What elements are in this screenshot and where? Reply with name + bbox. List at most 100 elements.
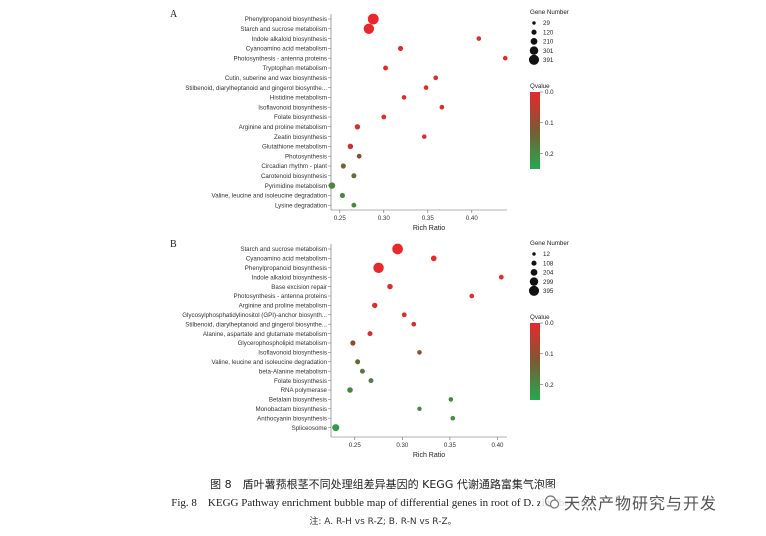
- data-point: [347, 143, 354, 150]
- y-tick-label: Cyanoamino acid metabolism: [246, 256, 327, 263]
- y-tick-label: Arginine and proline metabolism: [239, 303, 327, 310]
- data-point: [392, 243, 403, 255]
- x-axis-title: Rich Ratio: [413, 452, 445, 459]
- y-tick-label: Folate biosynthesis: [274, 114, 327, 121]
- x-tick-label: 0.35: [422, 215, 435, 222]
- data-point: [368, 378, 374, 384]
- y-tick-label: Stilbenoid, diarylheptanoid and gingerol…: [185, 321, 327, 328]
- panel-b: B 0.25 0.30 0.35 0.40 Rich Ratio Starch and su…: [170, 239, 569, 459]
- y-tick-label: Glycerophospholipid metabolism: [238, 340, 327, 347]
- data-point: [433, 75, 439, 81]
- y-tick-label: Cyanoamino acid metabolism: [246, 46, 327, 53]
- y-tick-label: Cutin, suberine and wax biosynthesis: [225, 75, 327, 82]
- size-legend-dot: [530, 269, 538, 276]
- y-tick-label: Valine, leucine and isoleucine degradati…: [212, 193, 328, 200]
- wechat-logo-icon: [544, 495, 560, 509]
- x-tick-label: 0.25: [349, 442, 362, 449]
- y-tick-label: RNA polymerase: [281, 387, 328, 394]
- data-point: [422, 134, 427, 139]
- size-legend-label: 210: [543, 39, 554, 46]
- figure-caption-english: Fig. 8 KEGG Pathway enrichment bubble ma…: [171, 497, 595, 509]
- size-legend-label: 204: [543, 270, 554, 277]
- x-tick-label: 0.35: [444, 442, 457, 449]
- data-point: [383, 65, 389, 71]
- panel-label: B: [170, 239, 177, 250]
- data-point: [332, 424, 340, 432]
- y-tick-label: Isoflavonoid biosynthesis: [258, 350, 327, 357]
- data-point: [351, 173, 357, 179]
- data-point: [439, 104, 445, 110]
- size-legend-title: Gene Number: [530, 240, 569, 247]
- y-tick-label: Pyrimidine metabolism: [265, 183, 327, 190]
- size-legend-label: 391: [543, 57, 554, 64]
- size-legend-label: 120: [543, 29, 554, 36]
- color-legend-label: 0.1: [545, 351, 554, 358]
- data-point: [372, 302, 378, 309]
- data-point: [401, 95, 407, 100]
- y-tick-label: Anthocyanin biosynthesis: [257, 415, 327, 422]
- y-tick-label: Alanine, aspartate and glutamate metabol…: [203, 331, 327, 338]
- color-legend-bar: [530, 323, 540, 400]
- y-tick-label: Zeatin biosynthesis: [274, 134, 327, 141]
- y-tick-label: Betalain biosynthesis: [269, 397, 327, 404]
- size-legend-dot: [529, 277, 539, 286]
- size-legend-dot: [532, 21, 536, 25]
- y-tick-label: Phenylpropanoid biosynthesis: [245, 265, 327, 272]
- watermark-text: 天然产物研究与开发: [564, 494, 718, 513]
- y-tick-label: Base excision repair: [271, 284, 327, 291]
- size-legend-label: 12: [543, 251, 550, 258]
- y-tick-label: Glycosylphosphatidylinositol (GPI)-ancho…: [182, 312, 327, 319]
- figure-note: 注: A. R-H vs R-Z; B. R-N vs R-Z。: [309, 517, 457, 527]
- color-legend-label: 0.0: [545, 89, 554, 96]
- data-point: [502, 55, 508, 61]
- data-point: [430, 255, 437, 262]
- data-point: [328, 182, 336, 189]
- size-legend-label: 108: [543, 260, 554, 267]
- data-point: [354, 124, 361, 130]
- y-tick-label: Valine, leucine and isoleucine degradati…: [212, 359, 328, 366]
- y-tick-label: Monobactam biosynthesis: [255, 406, 327, 413]
- data-point: [417, 350, 422, 355]
- size-legend-dot: [532, 252, 536, 256]
- size-legend-dot: [531, 29, 537, 35]
- x-tick-label: 0.40: [491, 442, 504, 449]
- data-point: [411, 321, 417, 327]
- color-legend-label: 0.2: [545, 151, 554, 158]
- size-legend-dot: [529, 46, 539, 55]
- y-tick-label: Glutathione metabolism: [262, 144, 327, 151]
- color-legend-label: 0.0: [545, 320, 554, 327]
- color-legend-label: 0.2: [545, 382, 554, 389]
- data-point: [350, 340, 356, 346]
- y-tick-label: Tryptophan metabolism: [263, 65, 327, 72]
- data-point: [423, 85, 429, 90]
- data-point: [351, 202, 357, 208]
- y-tick-label: Indole alkaloid biosynthesis: [252, 36, 327, 43]
- data-point: [476, 36, 482, 41]
- data-point: [356, 153, 362, 159]
- y-tick-label: beta-Alanine metabolism: [259, 368, 327, 375]
- data-point: [339, 192, 346, 198]
- size-legend-label: 29: [543, 20, 550, 27]
- x-tick-label: 0.30: [396, 442, 409, 449]
- data-point: [387, 283, 393, 290]
- size-legend-label: 299: [543, 279, 554, 286]
- panel-label: A: [170, 9, 178, 20]
- panel-a: A 0.25 0.30 0.35 0.40 Rich Ratio Phenylpropano…: [170, 9, 569, 232]
- data-point: [469, 293, 475, 299]
- color-legend-title: Qvalue: [530, 83, 550, 90]
- data-point: [417, 406, 422, 412]
- y-tick-label: Isoflavonoid biosynthesis: [258, 104, 327, 111]
- x-tick-label: 0.30: [378, 215, 391, 222]
- figure-caption-chinese: 图 8 盾叶薯蓣根茎不同处理组差异基因的 KEGG 代谢通路富集气泡图: [210, 478, 556, 491]
- size-legend-dot: [530, 38, 538, 45]
- data-point: [450, 415, 456, 421]
- x-tick-label: 0.40: [466, 215, 479, 222]
- y-tick-label: Starch and sucrose metabolism: [240, 246, 327, 253]
- y-tick-label: Carotenoid biosynthesis: [261, 173, 327, 180]
- x-tick-label: 0.25: [334, 215, 347, 222]
- size-legend-dot: [528, 285, 540, 296]
- y-tick-label: Indole alkaloid biosynthesis: [252, 274, 327, 281]
- data-point: [397, 45, 404, 51]
- size-legend-dot: [531, 260, 537, 266]
- watermark: 天然产物研究与开发: [540, 488, 722, 516]
